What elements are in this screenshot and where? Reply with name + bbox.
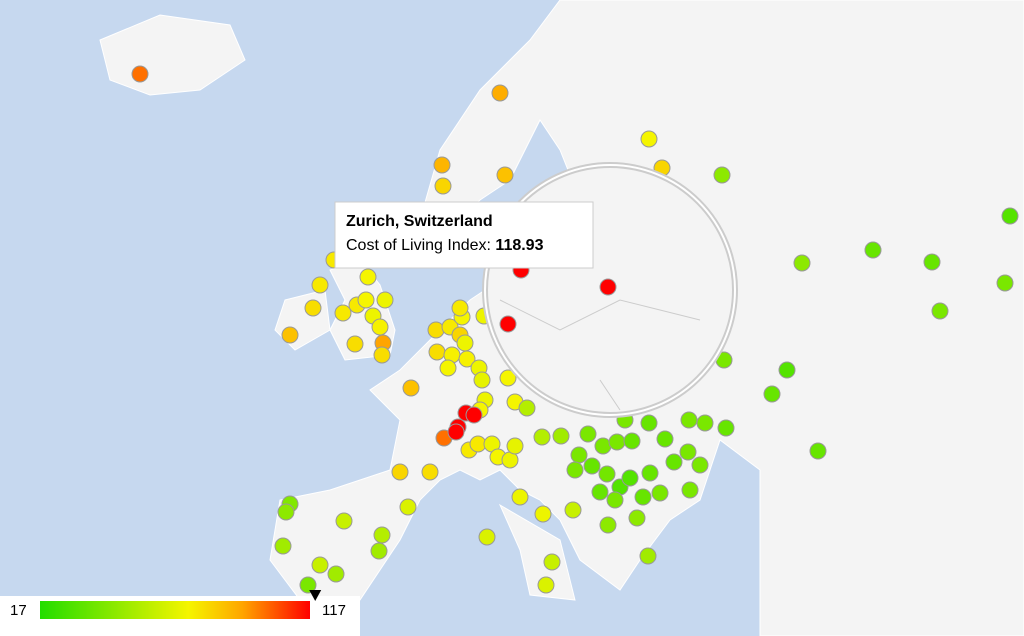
marker[interactable] <box>427 321 445 339</box>
tooltip-title: Zurich, Switzerland <box>346 213 493 230</box>
marker[interactable] <box>651 484 669 502</box>
marker[interactable] <box>473 371 491 389</box>
marker[interactable] <box>456 334 474 352</box>
marker[interactable] <box>299 576 317 594</box>
marker[interactable] <box>606 491 624 509</box>
marker[interactable] <box>499 369 517 387</box>
marker[interactable] <box>399 498 417 516</box>
marker[interactable] <box>680 411 698 429</box>
legend-pointer <box>309 590 322 601</box>
tooltip: Zurich, Switzerland Cost of Living Index… <box>334 201 594 269</box>
marker[interactable] <box>447 423 465 441</box>
marker[interactable] <box>373 346 391 364</box>
marker[interactable] <box>608 433 626 451</box>
marker[interactable] <box>304 299 322 317</box>
marker[interactable] <box>591 483 609 501</box>
marker[interactable] <box>277 503 295 521</box>
marker[interactable] <box>433 156 451 174</box>
marker[interactable] <box>439 359 457 377</box>
tooltip-label: Cost of Living Index: <box>346 237 491 254</box>
legend-bar <box>40 601 310 619</box>
marker[interactable] <box>458 350 476 368</box>
marker[interactable] <box>537 576 555 594</box>
marker[interactable] <box>371 318 389 336</box>
marker[interactable] <box>465 406 483 424</box>
markers <box>131 65 1019 594</box>
marker[interactable] <box>628 509 646 527</box>
marker[interactable] <box>274 537 292 555</box>
tooltip-value: 118.93 <box>495 237 543 254</box>
marker[interactable] <box>552 427 570 445</box>
legend: 17 117 <box>0 590 360 636</box>
marker[interactable] <box>793 254 811 272</box>
marker[interactable] <box>713 166 731 184</box>
marker[interactable] <box>599 516 617 534</box>
legend-min: 17 <box>10 602 27 619</box>
marker[interactable] <box>518 399 536 417</box>
marker[interactable] <box>357 291 375 309</box>
marker[interactable] <box>506 437 524 455</box>
marker[interactable] <box>511 488 529 506</box>
marker[interactable] <box>923 253 941 271</box>
marker[interactable] <box>499 315 517 333</box>
marker[interactable] <box>335 512 353 530</box>
marker[interactable] <box>696 414 714 432</box>
marker[interactable] <box>634 488 652 506</box>
legend-max: 117 <box>322 602 346 619</box>
marker[interactable] <box>543 553 561 571</box>
marker[interactable] <box>598 465 616 483</box>
marker[interactable] <box>131 65 149 83</box>
marker[interactable] <box>327 565 345 583</box>
marker[interactable] <box>641 464 659 482</box>
marker[interactable] <box>376 291 394 309</box>
marker[interactable] <box>665 453 683 471</box>
marker[interactable] <box>639 547 657 565</box>
marker[interactable] <box>594 437 612 455</box>
marker[interactable] <box>778 361 796 379</box>
marker[interactable] <box>996 274 1014 292</box>
marker[interactable] <box>421 463 439 481</box>
marker[interactable] <box>691 456 709 474</box>
marker[interactable] <box>402 379 420 397</box>
marker[interactable] <box>717 419 735 437</box>
marker[interactable] <box>809 442 827 460</box>
marker[interactable] <box>579 425 597 443</box>
marker[interactable] <box>370 542 388 560</box>
marker[interactable] <box>428 343 446 361</box>
marker[interactable] <box>599 278 617 296</box>
marker[interactable] <box>621 469 639 487</box>
marker[interactable] <box>640 130 658 148</box>
marker[interactable] <box>533 428 551 446</box>
marker[interactable] <box>311 276 329 294</box>
marker[interactable] <box>478 528 496 546</box>
marker[interactable] <box>566 461 584 479</box>
marker[interactable] <box>656 430 674 448</box>
marker[interactable] <box>570 446 588 464</box>
marker[interactable] <box>359 268 377 286</box>
marker[interactable] <box>1001 207 1019 225</box>
marker[interactable] <box>681 481 699 499</box>
marker[interactable] <box>679 443 697 461</box>
marker[interactable] <box>640 414 658 432</box>
marker[interactable] <box>534 505 552 523</box>
marker[interactable] <box>491 84 509 102</box>
marker[interactable] <box>583 457 601 475</box>
marker[interactable] <box>311 556 329 574</box>
marker[interactable] <box>623 432 641 450</box>
marker[interactable] <box>496 166 514 184</box>
marker[interactable] <box>763 385 781 403</box>
marker[interactable] <box>391 463 409 481</box>
marker[interactable] <box>451 299 469 317</box>
marker[interactable] <box>434 177 452 195</box>
marker[interactable] <box>931 302 949 320</box>
marker[interactable] <box>373 526 391 544</box>
marker[interactable] <box>864 241 882 259</box>
marker[interactable] <box>281 326 299 344</box>
marker[interactable] <box>564 501 582 519</box>
marker[interactable] <box>334 304 352 322</box>
marker[interactable] <box>346 335 364 353</box>
tooltip-text: Cost of Living Index: 118.93 <box>346 237 544 254</box>
